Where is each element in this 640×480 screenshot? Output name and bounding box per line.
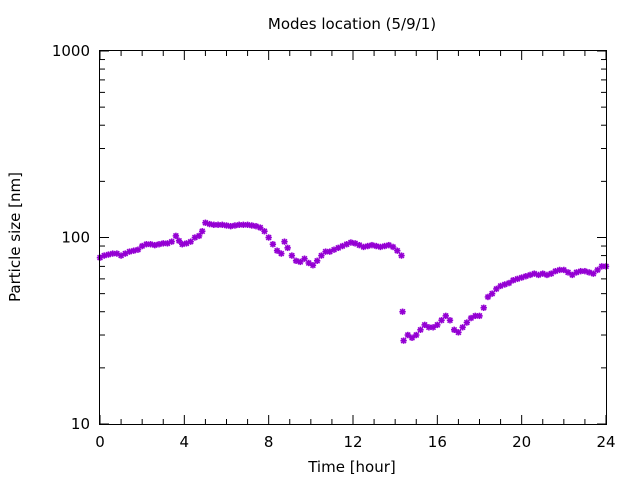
data-point [408, 334, 416, 341]
data-point [265, 234, 272, 241]
data-point [455, 329, 462, 336]
data-point [463, 319, 471, 326]
data-point [179, 241, 186, 248]
data-point [404, 331, 412, 339]
data-point [288, 252, 296, 259]
data-point [301, 255, 308, 262]
x-tick-label: 20 [512, 433, 531, 451]
x-tick-label: 8 [264, 433, 274, 451]
data-point [223, 222, 230, 229]
axis-ticks [99, 50, 607, 425]
data-point [377, 243, 384, 251]
data-point [309, 262, 317, 269]
x-tick-label: 0 [95, 433, 105, 451]
y-tick-label: 100 [61, 229, 90, 247]
data-point [505, 279, 513, 287]
data-points [96, 219, 610, 344]
data-point [438, 317, 445, 324]
x-tick-label: 4 [180, 433, 190, 451]
data-point [313, 257, 321, 265]
data-point [281, 238, 288, 245]
data-point [261, 228, 268, 235]
data-point [434, 321, 441, 329]
data-point [488, 290, 496, 297]
data-point [168, 238, 175, 245]
data-point [442, 312, 449, 320]
data-point [493, 285, 500, 293]
data-point [330, 246, 338, 253]
data-point [398, 252, 405, 259]
data-point [172, 232, 180, 240]
data-point [318, 252, 325, 259]
tick-labels: 0 4 8 12 16 20 24 10 100 1000 [52, 42, 616, 451]
data-point [476, 312, 483, 320]
data-point [413, 331, 420, 339]
plot-frame [99, 50, 607, 425]
chart-title: Modes location (5/9/1) [268, 15, 436, 33]
data-point [569, 271, 576, 279]
data-point [199, 228, 206, 235]
data-point [195, 232, 203, 240]
y-tick-label: 1000 [52, 42, 90, 60]
data-point [446, 317, 454, 324]
data-point [480, 304, 487, 311]
data-point [417, 326, 424, 333]
x-tick-label: 12 [343, 433, 362, 451]
data-point [248, 222, 255, 229]
y-tick-label: 10 [71, 415, 90, 433]
data-point [284, 244, 291, 252]
data-point [459, 324, 466, 331]
data-point [399, 308, 406, 315]
data-point [147, 241, 154, 248]
data-point [273, 247, 281, 254]
x-axis-label: Time [hour] [307, 458, 396, 476]
data-point [394, 247, 401, 254]
data-point [187, 238, 194, 245]
data-point [400, 337, 407, 344]
data-point [278, 250, 285, 257]
data-point [347, 239, 355, 246]
data-point [269, 241, 277, 248]
x-tick-label: 16 [428, 433, 447, 451]
x-tick-label: 24 [596, 433, 615, 451]
y-axis-label: Particle size [nm] [6, 172, 24, 302]
